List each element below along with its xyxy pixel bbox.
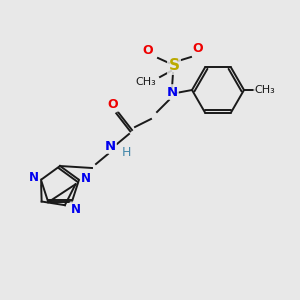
Text: N: N xyxy=(29,171,39,184)
Text: N: N xyxy=(104,140,116,152)
Text: O: O xyxy=(143,44,153,58)
Text: N: N xyxy=(167,85,178,98)
Text: O: O xyxy=(193,41,203,55)
Text: S: S xyxy=(169,58,179,74)
Text: N: N xyxy=(71,203,81,216)
Text: N: N xyxy=(81,172,91,185)
Text: H: H xyxy=(121,146,131,158)
Text: CH₃: CH₃ xyxy=(136,77,156,87)
Text: CH₃: CH₃ xyxy=(255,85,275,95)
Text: O: O xyxy=(108,98,118,110)
